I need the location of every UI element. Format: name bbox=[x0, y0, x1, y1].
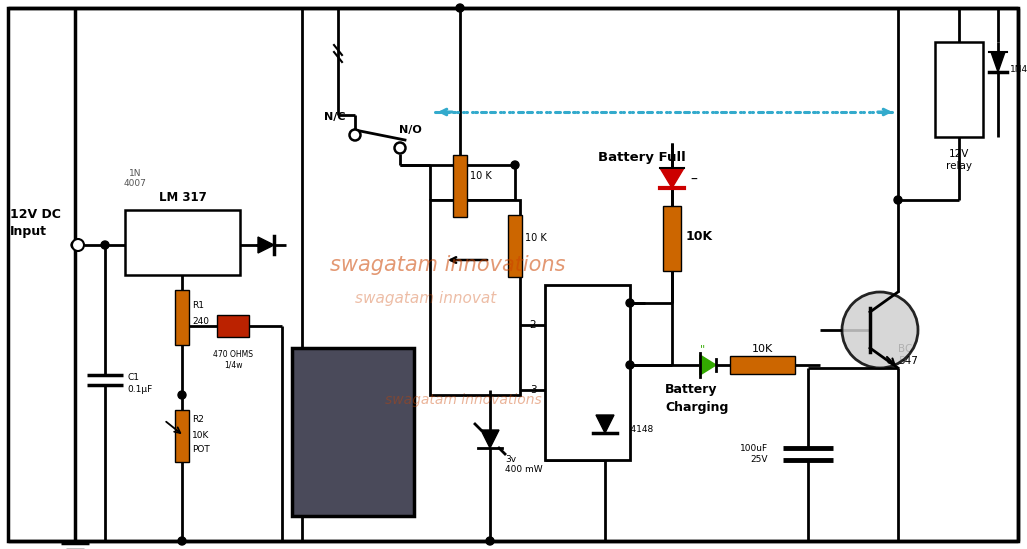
Text: Charging: Charging bbox=[665, 401, 728, 413]
Circle shape bbox=[511, 161, 519, 169]
Text: IC: IC bbox=[581, 352, 594, 365]
Text: 3: 3 bbox=[530, 385, 536, 395]
Text: +: + bbox=[546, 383, 560, 397]
Bar bbox=[292, 348, 414, 516]
Circle shape bbox=[75, 242, 81, 248]
Bar bbox=[175, 290, 189, 345]
Bar bbox=[453, 155, 467, 217]
Text: ADJ: ADJ bbox=[174, 255, 192, 265]
Text: 10K: 10K bbox=[686, 229, 713, 243]
Circle shape bbox=[71, 241, 79, 249]
Bar bbox=[125, 210, 240, 275]
Text: swagatam innovations: swagatam innovations bbox=[385, 393, 542, 407]
Circle shape bbox=[72, 239, 84, 251]
Text: swagatam innovat: swagatam innovat bbox=[355, 290, 496, 305]
Text: Battery: Battery bbox=[665, 384, 718, 396]
Text: POT: POT bbox=[192, 445, 210, 455]
Circle shape bbox=[349, 130, 360, 141]
Bar bbox=[935, 42, 983, 137]
Text: 1N4148: 1N4148 bbox=[619, 425, 654, 434]
Polygon shape bbox=[258, 237, 274, 253]
Polygon shape bbox=[481, 430, 499, 448]
Text: N/O: N/O bbox=[398, 125, 421, 135]
Text: 10K: 10K bbox=[752, 344, 772, 354]
Text: 12V DC: 12V DC bbox=[10, 209, 61, 221]
Text: BC
547: BC 547 bbox=[898, 344, 918, 366]
Bar bbox=[663, 206, 681, 271]
Circle shape bbox=[456, 4, 464, 12]
Ellipse shape bbox=[842, 292, 918, 368]
Text: 741: 741 bbox=[575, 380, 600, 393]
Text: IN: IN bbox=[153, 237, 161, 245]
Text: 10K: 10K bbox=[192, 430, 210, 440]
Text: 240: 240 bbox=[192, 317, 210, 327]
Text: Battery: Battery bbox=[318, 477, 388, 495]
Text: 2: 2 bbox=[530, 320, 536, 330]
Text: C1: C1 bbox=[127, 373, 139, 383]
Text: 4AH: 4AH bbox=[329, 433, 377, 453]
Circle shape bbox=[394, 143, 406, 154]
Text: 6: 6 bbox=[622, 360, 630, 370]
Text: 470 OHMS
1/4w: 470 OHMS 1/4w bbox=[213, 350, 253, 369]
Text: 4: 4 bbox=[622, 433, 630, 443]
Text: -: - bbox=[550, 317, 556, 333]
Text: 10 K: 10 K bbox=[525, 233, 546, 243]
Circle shape bbox=[178, 537, 186, 545]
Polygon shape bbox=[596, 415, 614, 433]
Circle shape bbox=[893, 196, 902, 204]
Bar bbox=[730, 356, 795, 374]
Text: Input: Input bbox=[10, 226, 47, 238]
Circle shape bbox=[101, 241, 109, 249]
Text: 6V: 6V bbox=[338, 388, 369, 408]
Circle shape bbox=[626, 361, 634, 369]
Text: OUT: OUT bbox=[208, 237, 224, 245]
Text: V: V bbox=[138, 233, 145, 243]
Text: R2: R2 bbox=[192, 416, 204, 424]
Bar bbox=[175, 410, 189, 462]
Bar bbox=[430, 200, 520, 395]
Text: 3v
400 mW: 3v 400 mW bbox=[505, 455, 542, 474]
Text: swagatam innovations: swagatam innovations bbox=[330, 255, 566, 275]
Bar bbox=[545, 285, 630, 460]
Text: –: – bbox=[690, 173, 697, 187]
Bar bbox=[217, 315, 249, 337]
Text: 0.1μF: 0.1μF bbox=[127, 384, 152, 394]
Circle shape bbox=[486, 537, 494, 545]
Text: LM 317: LM 317 bbox=[158, 191, 206, 204]
Text: Battery Full: Battery Full bbox=[598, 152, 686, 165]
Polygon shape bbox=[660, 168, 684, 188]
Text: R1: R1 bbox=[192, 301, 204, 311]
Circle shape bbox=[626, 299, 634, 307]
Text: 12V
relay: 12V relay bbox=[946, 149, 972, 171]
Text: 1N
4007: 1N 4007 bbox=[123, 169, 147, 188]
Text: N/C: N/C bbox=[325, 112, 346, 122]
Text: '': '' bbox=[699, 344, 707, 354]
Text: 100uF
25V: 100uF 25V bbox=[739, 444, 768, 464]
Text: 1N4007: 1N4007 bbox=[1010, 65, 1027, 75]
Text: V: V bbox=[192, 233, 200, 243]
Polygon shape bbox=[991, 52, 1005, 72]
Polygon shape bbox=[700, 355, 716, 375]
Text: 7: 7 bbox=[622, 298, 630, 308]
Bar bbox=[508, 215, 522, 277]
Text: 10 K: 10 K bbox=[470, 171, 492, 181]
Circle shape bbox=[178, 391, 186, 399]
